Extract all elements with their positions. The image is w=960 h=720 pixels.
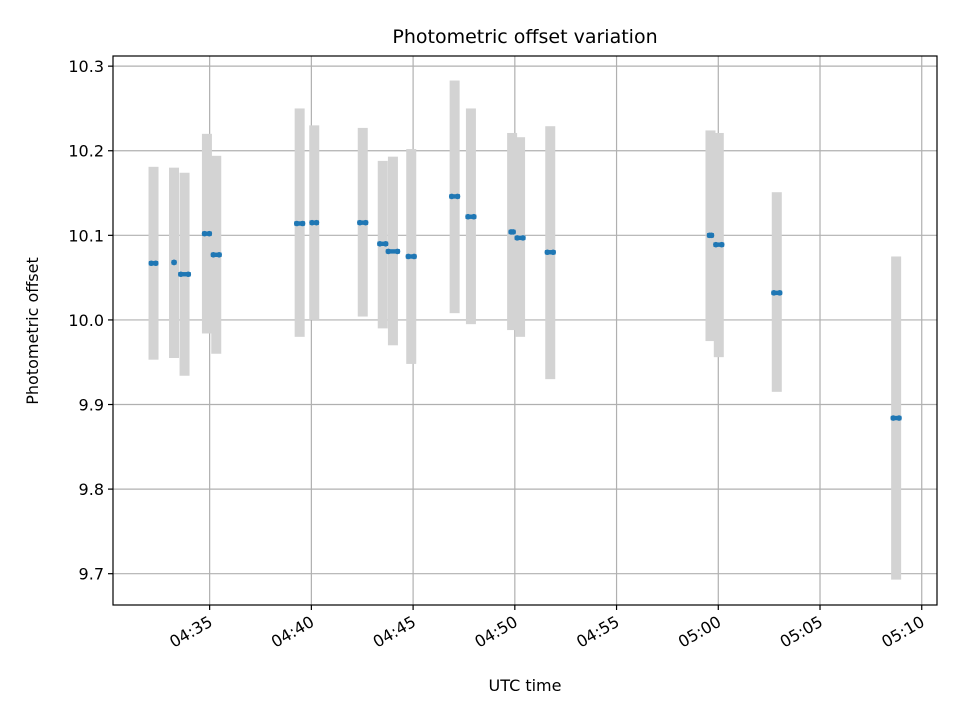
y-tick-label: 10.1 (68, 226, 104, 245)
data-point (178, 271, 184, 278)
y-tick-label: 9.8 (79, 480, 104, 499)
data-point (385, 248, 392, 255)
data-markers (148, 193, 902, 421)
data-point-span (514, 235, 526, 241)
data-point (448, 193, 455, 200)
x-tick-label: 04:50 (471, 612, 520, 652)
data-point-span (405, 254, 417, 259)
data-point-span (449, 194, 461, 199)
y-tick-label: 10.3 (68, 57, 104, 76)
data-point (708, 232, 715, 239)
data-point (293, 220, 300, 227)
data-point (185, 271, 192, 278)
data-point-span (544, 250, 556, 255)
data-point (210, 251, 217, 258)
data-point (357, 219, 363, 226)
data-point (465, 213, 471, 220)
x-tick-label: 04:35 (166, 612, 215, 652)
data-point (510, 229, 516, 235)
data-point-span (713, 242, 725, 247)
data-point (377, 240, 383, 247)
data-point-span (377, 241, 389, 246)
data-point (544, 249, 551, 256)
data-point (148, 260, 155, 267)
data-point (201, 230, 208, 237)
data-point (896, 415, 902, 421)
x-axis-label: UTC time (489, 676, 562, 695)
y-axis-ticks: 9.7 9.8 9.9 10.0 10.1 10.2 10.3 (68, 57, 113, 584)
data-point (514, 235, 521, 241)
data-point (411, 253, 417, 260)
plot-frame (112, 55, 938, 606)
data-point-span (357, 220, 369, 225)
data-point-span (465, 214, 477, 219)
data-point (771, 290, 777, 296)
data-point (216, 251, 222, 258)
data-point-span (178, 272, 191, 277)
data-point (520, 235, 526, 241)
data-point (152, 260, 159, 267)
data-point (299, 220, 306, 227)
error-bars (148, 80, 902, 580)
data-point (382, 240, 389, 247)
data-point-span (385, 249, 401, 254)
x-tick-label: 04:55 (573, 612, 622, 652)
data-point-span (210, 252, 222, 257)
data-point (394, 248, 401, 255)
data-point (713, 241, 719, 248)
x-tick-label: 05:10 (878, 612, 927, 652)
y-tick-label: 9.7 (79, 565, 104, 584)
data-point (405, 253, 412, 260)
x-tick-label: 04:45 (370, 612, 419, 652)
y-tick-label: 10.0 (68, 311, 104, 330)
data-point (718, 241, 725, 248)
data-point (309, 219, 315, 226)
data-point (454, 193, 461, 200)
data-point (362, 219, 369, 226)
x-tick-label: 05:05 (777, 612, 826, 652)
data-point-span (890, 415, 902, 421)
data-point (890, 415, 897, 421)
x-tick-label: 04:40 (268, 612, 317, 652)
x-axis-ticks: 04:35 04:40 04:45 04:50 04:55 05:00 05:05 05:10 (166, 605, 928, 652)
chart-title: Photometric offset variation (392, 26, 657, 48)
x-tick-label: 05:00 (675, 612, 724, 652)
data-point-span (771, 290, 783, 296)
data-point-span (294, 221, 306, 226)
data-point (206, 230, 213, 237)
y-axis-label: Photometric offset (23, 257, 42, 405)
y-tick-label: 9.9 (79, 396, 104, 415)
data-point (550, 249, 556, 256)
data-point (776, 290, 783, 296)
data-point (470, 213, 477, 220)
data-point (171, 259, 177, 266)
y-tick-label: 10.2 (68, 142, 104, 161)
data-point (313, 219, 320, 226)
